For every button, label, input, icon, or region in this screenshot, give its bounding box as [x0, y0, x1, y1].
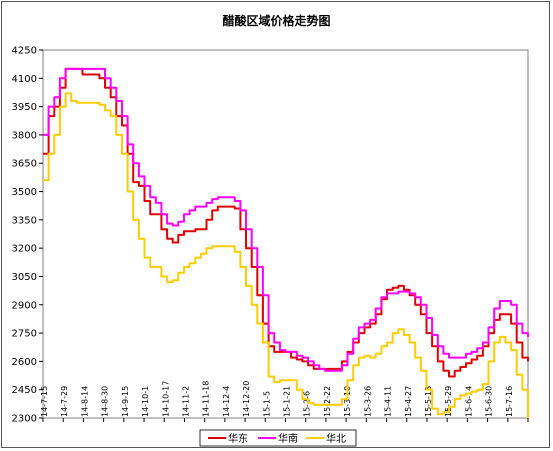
legend-box	[199, 429, 357, 447]
x-tick-label: 15-5-29	[444, 386, 453, 417]
y-tick-label: 2300	[12, 414, 37, 425]
y-tick-label: 2600	[12, 357, 37, 368]
legend-label: 华东	[228, 432, 248, 445]
x-tick-label: 14-8-30	[101, 386, 110, 417]
x-tick-label: 15-2-22	[323, 386, 332, 417]
x-tick-label: 15-6-30	[485, 386, 494, 417]
x-tick-label: 15-7-16	[505, 386, 514, 417]
y-tick-label: 3950	[12, 102, 37, 113]
y-tick-label: 3650	[12, 159, 37, 170]
y-tick-label: 3500	[12, 187, 37, 198]
chart-title: 醋酸区域价格走势图	[222, 14, 331, 28]
x-tick-label: 14-10-17	[161, 381, 170, 417]
y-tick-label: 3200	[12, 244, 37, 255]
plot-border	[42, 49, 529, 419]
x-tick-label: 15-2-6	[303, 391, 312, 417]
y-tick-label: 3350	[12, 215, 37, 226]
x-tick-label: 14-11-2	[181, 386, 190, 417]
y-tick-label: 2900	[12, 300, 37, 311]
y-tick-label: 2450	[12, 385, 37, 396]
series-line-华北	[43, 92, 529, 418]
y-tick-label: 3050	[12, 272, 37, 283]
x-tick-label: 15-4-27	[404, 386, 413, 417]
x-tick-label: 14-12-20	[242, 381, 251, 417]
x-tick-label: 15-3-10	[343, 386, 352, 417]
x-tick-label: 15-5-13	[424, 386, 433, 417]
x-axis: 14-7-15 14-7-29 14-8-14 14-8-30 14-9-15 14-10…	[40, 381, 529, 422]
x-tick-label: 14-11-18	[202, 381, 211, 417]
series-layer	[43, 67, 529, 418]
series-line-华南	[43, 67, 529, 372]
y-tick-label: 4250	[12, 46, 37, 57]
y-tick-label: 2750	[12, 329, 37, 340]
x-tick-label: 14-7-15	[40, 386, 49, 417]
x-tick-label: 15-1-21	[283, 386, 292, 417]
x-tick-label: 15-3-26	[363, 386, 372, 417]
legend: 华东 华南 华北	[199, 429, 357, 447]
legend-label: 华南	[278, 432, 298, 445]
legend-label: 华北	[326, 432, 346, 445]
x-tick-label: 14-8-14	[80, 386, 89, 417]
x-tick-label: 14-10-1	[141, 386, 150, 417]
x-tick-label: 14-12-4	[222, 386, 231, 417]
x-tick-label: 15-1-5	[262, 391, 271, 417]
y-tick-label: 4100	[12, 74, 37, 85]
y-tick-label: 3800	[12, 130, 37, 141]
x-tick-label: 15-4-11	[384, 386, 393, 417]
x-tick-label: 15-6-14	[464, 386, 473, 417]
x-tick-label: 14-9-15	[121, 386, 130, 417]
plot-area	[42, 49, 529, 419]
y-axis: 2300 2450 2600 2750 2900 3050 3200 3350 3500 3650…	[12, 46, 43, 425]
x-tick-label: 14-7-29	[60, 386, 69, 417]
